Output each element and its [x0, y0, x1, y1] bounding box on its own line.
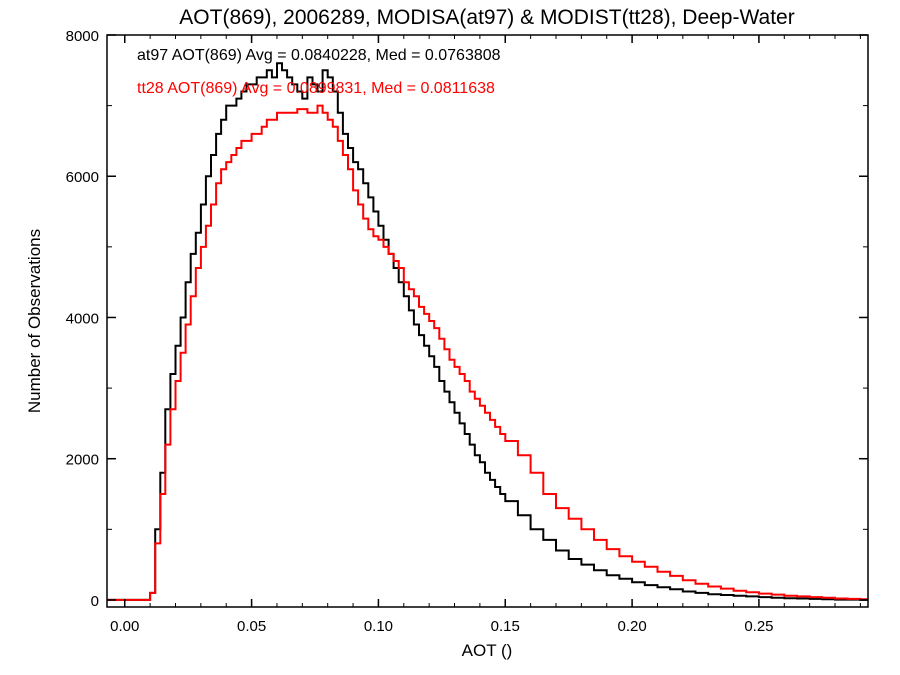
annotations-layer: at97 AOT(869) Avg = 0.0840228, Med = 0.0…: [137, 47, 501, 97]
y-axis-label: Number of Observations: [25, 229, 44, 413]
chart-title: AOT(869), 2006289, MODISA(at97) & MODIST…: [179, 6, 794, 29]
x-tick-label: 0.00: [110, 618, 139, 635]
series-layer: [107, 62, 868, 601]
y-tick-label: 0: [91, 593, 99, 610]
stats-annotation-1: tt28 AOT(869) Avg = 0.0899831, Med = 0.0…: [137, 80, 495, 97]
y-tick-label: 6000: [66, 169, 99, 186]
series-line-1: [107, 104, 868, 601]
ticks-layer: 0.00 0.05 0.10 0.15 0.20 0.25 0 2000 4000 6000 800…: [66, 28, 868, 635]
y-tick-label: 4000: [66, 310, 99, 327]
series-line-0: [107, 62, 868, 601]
x-tick-label: 0.15: [491, 618, 520, 635]
stats-annotation-0: at97 AOT(869) Avg = 0.0840228, Med = 0.0…: [137, 47, 501, 64]
y-tick-label: 8000: [66, 28, 99, 45]
x-tick-label: 0.25: [744, 618, 773, 635]
x-axis-label: AOT (): [462, 641, 513, 660]
plot-frame: [106, 34, 869, 608]
y-tick-label: 2000: [66, 452, 99, 469]
x-tick-label: 0.05: [237, 618, 266, 635]
x-tick-label: 0.20: [617, 618, 646, 635]
x-tick-label: 0.10: [364, 618, 393, 635]
